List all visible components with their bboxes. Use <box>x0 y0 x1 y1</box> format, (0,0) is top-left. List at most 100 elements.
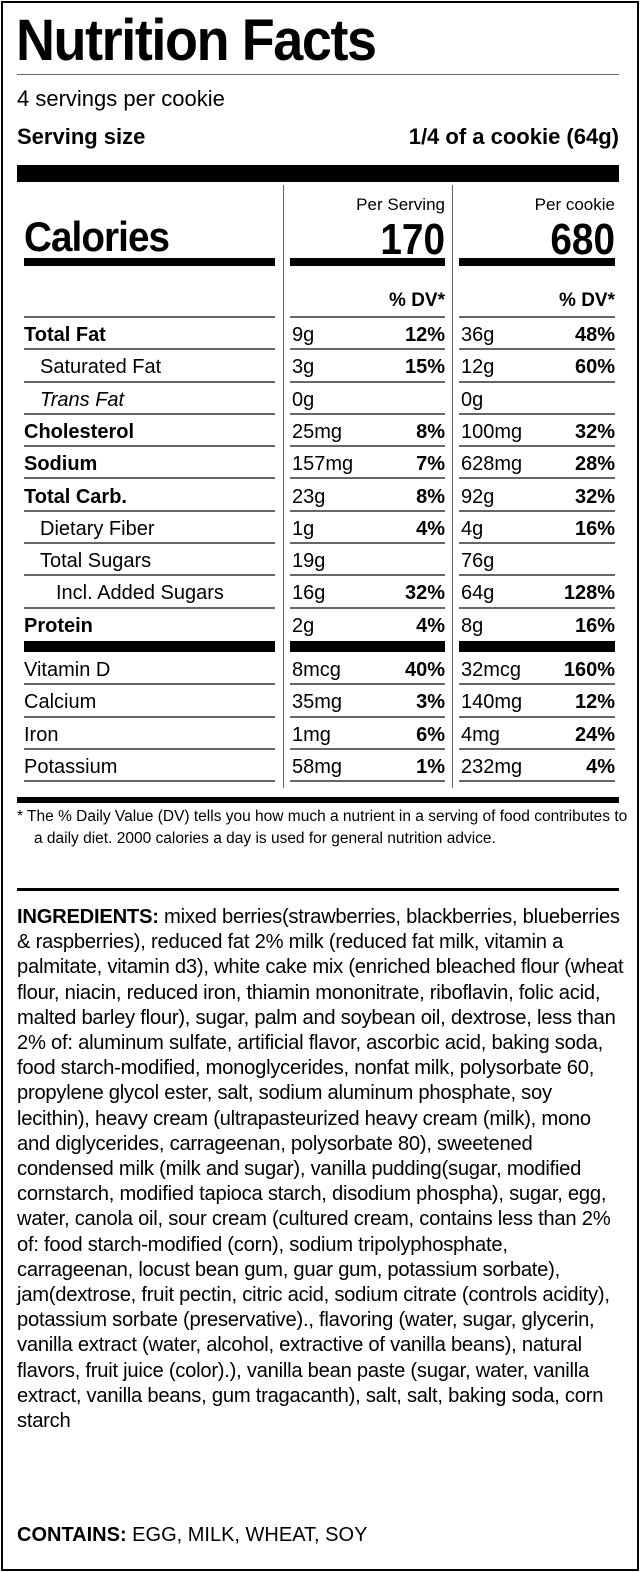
row-divider <box>24 747 275 750</box>
container-dv: 128% <box>563 582 615 605</box>
ingredients-text: mixed berries(strawberries, blackberries… <box>17 906 624 1433</box>
nutrient-row: Total Sugars 19g 76g <box>0 544 640 577</box>
row-divider <box>459 380 615 383</box>
row-divider <box>290 509 445 512</box>
serving-amount: 1mg <box>292 723 331 746</box>
serving-amount: 25mg <box>292 420 343 443</box>
row-divider <box>24 380 275 383</box>
container-amount: 140mg <box>461 691 523 714</box>
serving-dv: 4% <box>416 614 445 637</box>
nutrient-row: Protein 2g 4% 8g 16% <box>0 609 640 641</box>
calories-underline <box>24 258 275 266</box>
nutrient-name: Potassium <box>24 755 118 778</box>
container-dv: 12% <box>574 691 615 714</box>
nutrient-row: Cholesterol 25mg 8% 100mg 32% <box>0 415 640 448</box>
serving-dv: 7% <box>416 453 445 476</box>
row-divider <box>290 348 445 351</box>
allergens: CONTAINS: EGG, MILK, WHEAT, SOY <box>17 1524 367 1547</box>
nutrient-name: Total Carb. <box>24 485 127 508</box>
row-divider <box>459 747 615 750</box>
container-amount: 628mg <box>461 453 523 476</box>
nutrient-row: Vitamin D 8mcg 40% 32mcg 160% <box>0 653 640 686</box>
row-divider <box>459 509 615 512</box>
row-divider <box>24 715 275 718</box>
serving-dv: 4% <box>416 517 445 540</box>
serving-amount: 0g <box>292 388 315 411</box>
row-divider <box>24 574 275 577</box>
row-divider <box>290 542 445 545</box>
serving-amount: 58mg <box>292 755 343 778</box>
container-dv: 48% <box>574 324 615 346</box>
container-dv: 32% <box>574 485 615 508</box>
container-amount: 32mcg <box>461 659 522 681</box>
row-divider <box>459 412 615 415</box>
serving-amount: 2g <box>292 614 315 637</box>
column-divider <box>283 185 284 788</box>
serving-amount: 1g <box>292 517 315 540</box>
serving-dv: 3% <box>416 691 445 714</box>
container-amount: 36g <box>461 324 495 346</box>
nutrient-name: Sodium <box>24 453 98 476</box>
row-divider <box>24 477 275 480</box>
serving-dv: 12% <box>404 324 445 346</box>
row-divider <box>24 780 275 783</box>
serving-dv: 8% <box>416 485 445 508</box>
calories-per-container: 680 <box>550 215 615 264</box>
container-amount: 76g <box>461 550 495 573</box>
nutrient-row: Sodium 157mg 7% 628mg 28% <box>0 447 640 480</box>
nutrient-name: Protein <box>24 614 93 637</box>
nutrient-name: Iron <box>24 723 59 746</box>
calories-label: Calories <box>24 213 170 260</box>
row-divider <box>459 683 615 686</box>
calories-underline <box>290 258 445 266</box>
row-divider <box>459 348 615 351</box>
dv-header: % DV* <box>389 290 445 311</box>
container-dv: 16% <box>574 517 615 540</box>
row-divider <box>459 316 615 318</box>
nutrient-name: Calcium <box>24 691 97 714</box>
nutrient-row: Calcium 35mg 3% 140mg 12% <box>0 685 640 718</box>
container-dv: 24% <box>574 723 615 746</box>
container-dv: 60% <box>574 356 615 379</box>
row-divider <box>290 316 445 318</box>
nutrient-name: Saturated Fat <box>40 356 162 379</box>
row-divider <box>459 715 615 718</box>
label-title: Nutrition Facts <box>16 8 377 73</box>
nutrient-row: Dietary Fiber 1g 4% 4g 16% <box>0 512 640 545</box>
calories-per-serving: 170 <box>380 215 445 264</box>
nutrient-row: Incl. Added Sugars 16g 32% 64g 128% <box>0 576 640 609</box>
row-divider <box>24 542 275 545</box>
thick-divider <box>24 641 275 652</box>
container-dv: 32% <box>574 420 615 443</box>
serving-size-label: Serving size <box>17 124 146 149</box>
thick-divider <box>17 797 619 803</box>
divider <box>17 74 619 75</box>
row-divider <box>290 747 445 750</box>
thick-divider <box>459 641 615 652</box>
row-divider <box>24 412 275 415</box>
serving-amount: 8mcg <box>292 659 341 681</box>
nutrient-name: Cholesterol <box>24 420 135 443</box>
ingredients-label: INGREDIENTS: <box>17 906 159 928</box>
container-amount: 4g <box>461 517 484 540</box>
serving-amount: 35mg <box>292 691 343 714</box>
serving-dv: 15% <box>404 356 445 379</box>
row-divider <box>24 683 275 686</box>
container-amount: 100mg <box>461 420 523 443</box>
row-divider <box>24 606 275 609</box>
serving-dv: 8% <box>416 420 445 443</box>
contains-label: CONTAINS: <box>17 1524 127 1546</box>
column-divider <box>452 185 453 788</box>
container-dv: 16% <box>574 614 615 637</box>
nutrient-name: Incl. Added Sugars <box>56 582 224 605</box>
dv-header: % DV* <box>559 290 615 311</box>
container-dv: 160% <box>563 659 615 681</box>
ingredients: INGREDIENTS: mixed berries(strawberries,… <box>17 905 627 1434</box>
row-divider <box>290 606 445 609</box>
row-divider <box>290 574 445 577</box>
nutrient-row: Trans Fat 0g 0g <box>0 383 640 415</box>
per-container-header: Per cookie <box>534 195 615 214</box>
nutrient-name: Dietary Fiber <box>40 517 155 540</box>
container-amount: 12g <box>461 356 495 379</box>
